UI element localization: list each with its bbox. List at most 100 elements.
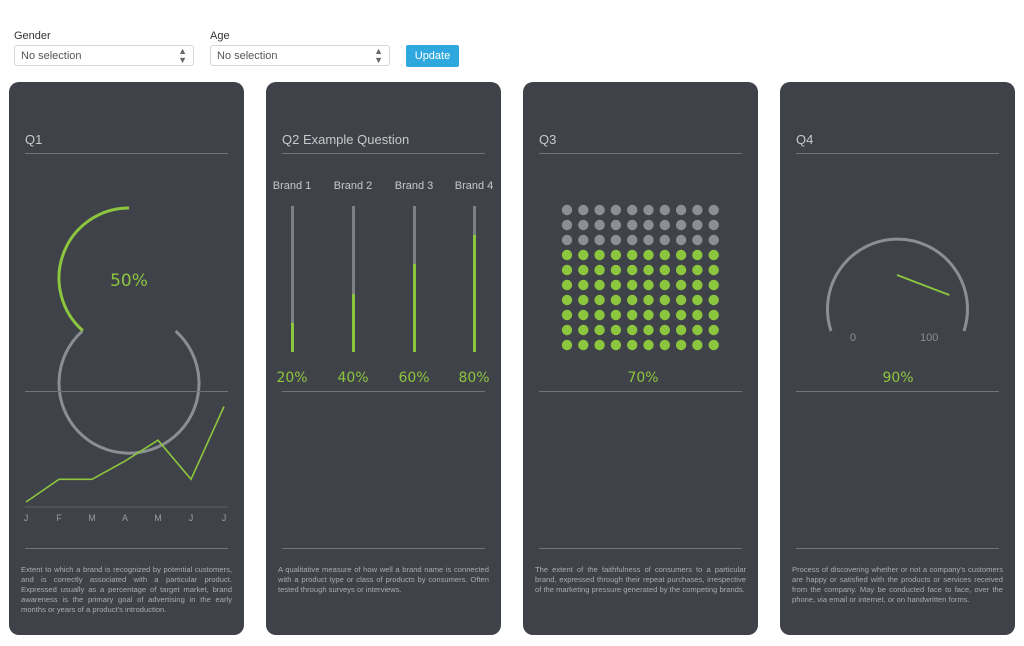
q4-scale-min: 0: [850, 332, 857, 344]
q3-dot: [561, 264, 573, 276]
q3-dot-grid: [561, 204, 719, 351]
q3-dot: [561, 294, 573, 306]
q3-dot: [561, 279, 573, 291]
q3-dot: [594, 249, 605, 261]
q3-dot: [692, 204, 703, 216]
q2-desc-divider: [282, 548, 485, 549]
q3-dot: [659, 279, 670, 291]
q3-dot: [610, 219, 622, 231]
age-select[interactable]: No selection ▲ ▼: [210, 45, 390, 66]
q4-title-divider: [796, 153, 999, 154]
q1-card: Q1 50% J F M A M J J Extent to which a brand i…: [9, 82, 244, 635]
q2-brand-label: Brand 3: [394, 180, 434, 192]
update-button[interactable]: Update: [406, 45, 459, 67]
age-filter: Age No selection ▲ ▼: [210, 30, 390, 66]
q1-x-tick-label: J: [222, 513, 227, 523]
q3-dot: [594, 219, 605, 231]
q3-dot: [610, 249, 622, 261]
q3-dot: [708, 324, 719, 336]
q1-line-series: [25, 406, 225, 503]
q3-dot: [578, 279, 589, 291]
q2-brand-label: Brand 4: [454, 180, 494, 192]
q1-desc-divider: [25, 548, 228, 549]
q3-dot: [610, 324, 622, 336]
q3-description: The extent of the faithfulness of consum…: [535, 565, 746, 594]
q1-gauge-fill: [57, 206, 130, 332]
q3-dot: [578, 339, 589, 351]
q3-dot: [578, 309, 589, 321]
q3-dot: [643, 324, 654, 336]
q3-dot: [627, 294, 638, 306]
gender-label: Gender: [14, 30, 51, 42]
q4-scale-max: 100: [920, 332, 939, 344]
q3-dot: [643, 204, 654, 216]
q3-dot: [627, 309, 638, 321]
q3-dot: [610, 234, 622, 246]
q3-dot: [610, 279, 622, 291]
updown-chevron-icon: ▲ ▼: [178, 45, 187, 65]
q4-divider: [796, 391, 999, 392]
q2-bar-track: [352, 206, 355, 352]
q3-dot: [692, 234, 703, 246]
q4-dial-arc: [826, 237, 969, 332]
q3-percent: 70%: [627, 370, 659, 386]
q3-dot: [708, 294, 719, 306]
q3-dot: [627, 339, 638, 351]
q3-dot: [578, 324, 589, 336]
q2-brand-label: Brand 1: [272, 180, 312, 192]
q3-dot: [692, 249, 703, 261]
q2-divider: [282, 391, 485, 392]
q3-dot: [659, 204, 670, 216]
q4-card: Q4 0 100 90% Process of discovering whet…: [780, 82, 1015, 635]
q1-x-tick-label: J: [189, 513, 194, 523]
q4-desc-divider: [796, 548, 999, 549]
q2-bar-percent: 60%: [398, 370, 430, 386]
age-label: Age: [210, 30, 230, 42]
q3-dot: [692, 294, 703, 306]
q3-dot: [692, 324, 703, 336]
q2-bar-track: [473, 206, 476, 352]
q3-dot: [643, 249, 654, 261]
q3-dot: [643, 294, 654, 306]
q2-bar-fill: [291, 322, 294, 352]
gender-select[interactable]: No selection ▲ ▼: [14, 45, 194, 66]
q3-dot: [627, 264, 638, 276]
q3-dot: [594, 234, 605, 246]
q3-dot: [675, 309, 687, 321]
age-select-value: No selection: [217, 49, 278, 62]
q3-dot: [594, 204, 605, 216]
q1-divider: [25, 391, 228, 392]
q1-gauge-percent: 50%: [110, 271, 148, 291]
q3-dot: [561, 339, 573, 351]
q2-card: Q2 Example Question Brand 1 20% Brand 2 40%…: [266, 82, 501, 635]
q3-card: Q3 70% The extent of the faithfulness of…: [523, 82, 758, 635]
q3-dot: [643, 219, 654, 231]
gender-filter: Gender No selection ▲ ▼: [14, 30, 194, 66]
q3-divider: [539, 391, 742, 392]
q3-dot: [659, 249, 670, 261]
q2-title-divider: [282, 153, 485, 154]
q3-dot: [643, 309, 654, 321]
q3-dot: [692, 264, 703, 276]
q3-dot: [675, 204, 687, 216]
q3-dot: [659, 294, 670, 306]
q3-dot: [610, 309, 622, 321]
q3-dot: [675, 234, 687, 246]
q3-dot: [659, 324, 670, 336]
q3-dot: [708, 339, 719, 351]
q4-needle: [896, 274, 950, 296]
q3-dot: [708, 204, 719, 216]
q3-dot: [643, 279, 654, 291]
q3-dot: [594, 279, 605, 291]
q2-bar-fill: [413, 264, 416, 352]
q3-dot: [627, 234, 638, 246]
q3-dot: [659, 339, 670, 351]
q1-title-divider: [25, 153, 228, 154]
q3-dot: [610, 264, 622, 276]
q2-bar-fill: [473, 235, 476, 352]
q3-dot: [692, 219, 703, 231]
q2-bar-track: [413, 206, 416, 352]
q3-dot: [659, 309, 670, 321]
q3-dot: [561, 204, 573, 216]
